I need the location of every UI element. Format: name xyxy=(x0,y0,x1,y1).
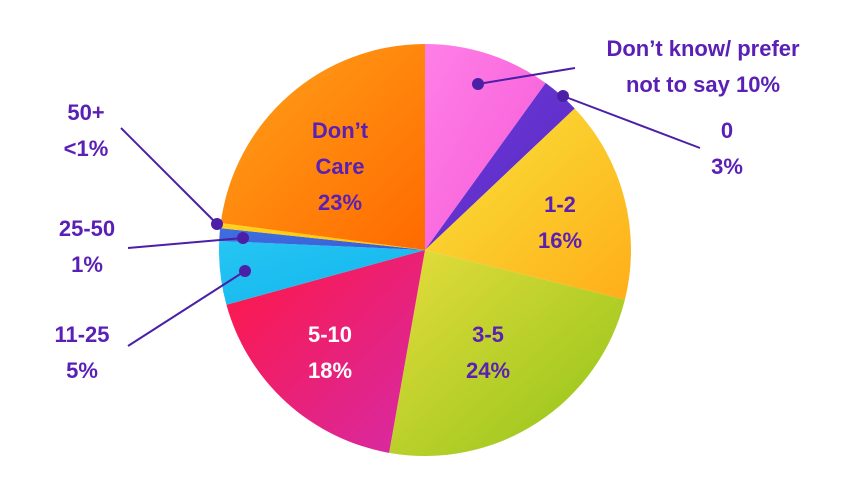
slice-label-7: 25-50 1% xyxy=(59,216,115,277)
slice-label-2: 0 3% xyxy=(711,118,743,179)
pie-slice-4 xyxy=(389,250,625,457)
leader-lines xyxy=(120,67,701,347)
slice-label-3: 1-2 16% xyxy=(538,192,582,253)
leader-dot-1 xyxy=(472,78,484,90)
leader-dot-8 xyxy=(211,218,223,230)
pie-slice-7 xyxy=(219,228,425,250)
leader-dot-7 xyxy=(237,232,249,244)
pie-slice-8 xyxy=(220,223,425,250)
slice-labels: Don’t know/ prefer not to say 10% 0 3% 1-2 16… xyxy=(54,36,800,383)
leader-line-7 xyxy=(127,237,244,249)
leader-dot-2 xyxy=(557,90,569,102)
leader-line-6 xyxy=(127,270,246,347)
leader-dot-6 xyxy=(239,265,251,277)
pie-slice-6 xyxy=(219,240,425,305)
slice-label-1: Don’t know/ prefer not to say 10% xyxy=(606,36,800,97)
slice-label-9: Don’t Care 23% xyxy=(312,118,369,215)
leader-line-1 xyxy=(477,67,576,85)
leader-line-8 xyxy=(120,127,218,225)
pie-slice-3 xyxy=(425,108,631,300)
slice-label-8: 50+ <1% xyxy=(64,100,109,161)
pie-slices xyxy=(219,44,631,457)
pie-slice-1 xyxy=(425,44,546,250)
slice-label-5: 5-10 18% xyxy=(308,322,352,383)
slice-label-6: 11-25 5% xyxy=(54,322,109,383)
slice-label-4: 3-5 24% xyxy=(466,322,510,383)
pie-slice-5 xyxy=(226,250,425,453)
pie-slice-2 xyxy=(425,83,575,250)
leader-line-2 xyxy=(562,95,701,149)
pie-slice-9 xyxy=(220,44,425,250)
